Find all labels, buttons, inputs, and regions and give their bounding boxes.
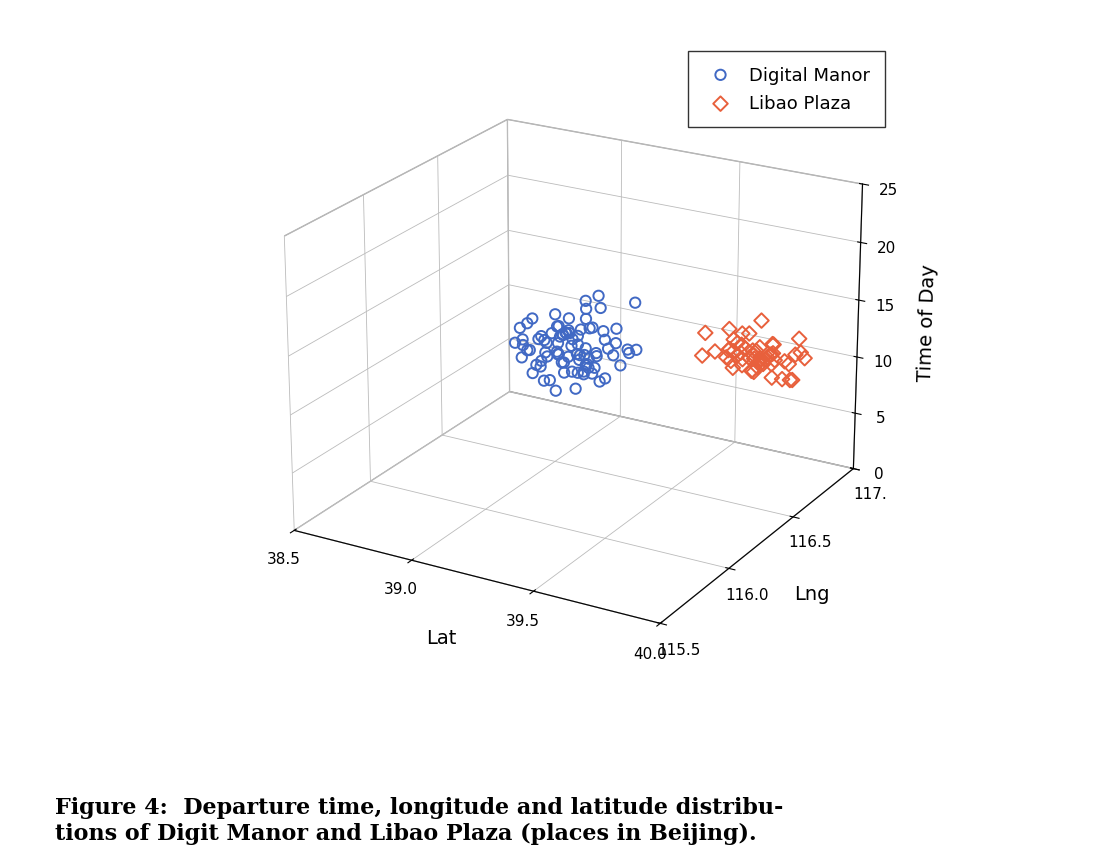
X-axis label: Lat: Lat — [427, 629, 456, 647]
Y-axis label: Lng: Lng — [794, 585, 830, 604]
Legend: Digital Manor, Libao Plaza: Digital Manor, Libao Plaza — [688, 52, 885, 127]
Text: Figure 4:  Departure time, longitude and latitude distribu-
tions of Digit Manor: Figure 4: Departure time, longitude and … — [55, 796, 783, 844]
